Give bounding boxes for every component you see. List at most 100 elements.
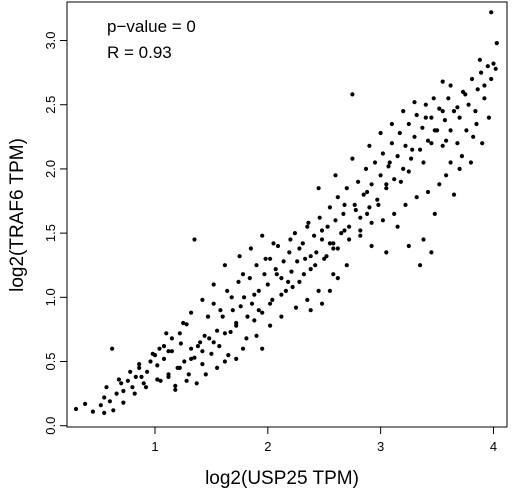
data-point (464, 128, 469, 133)
data-point (236, 279, 241, 284)
data-point (316, 186, 321, 191)
data-point (401, 109, 406, 114)
y-tick-label: 0.0 (43, 417, 58, 435)
data-point (308, 254, 313, 259)
data-point (234, 356, 239, 361)
data-point (475, 87, 480, 92)
x-axis: 1 2 3 4 (151, 426, 497, 454)
y-axis: 0.0 0.5 1.0 1.5 2.0 2.5 3.0 (43, 31, 68, 435)
data-point (308, 308, 313, 313)
data-point (217, 344, 222, 349)
data-point (431, 96, 436, 101)
data-point (98, 403, 103, 408)
data-point (444, 173, 449, 178)
data-point (265, 282, 270, 287)
data-point (301, 272, 306, 277)
data-point (392, 177, 397, 182)
data-point (137, 362, 142, 367)
data-point (369, 182, 374, 187)
data-point (110, 346, 115, 351)
data-point (245, 314, 250, 319)
data-point (342, 228, 347, 233)
data-point (406, 243, 411, 249)
data-point (457, 166, 462, 171)
data-point (369, 243, 374, 249)
data-point (327, 205, 332, 210)
data-point (155, 377, 160, 382)
data-point (286, 279, 291, 284)
data-point (455, 141, 460, 146)
data-point (344, 263, 349, 268)
data-point (283, 288, 288, 293)
data-point (228, 329, 233, 335)
data-point (485, 64, 490, 69)
data-point (158, 378, 163, 383)
data-point (440, 143, 445, 148)
data-point (469, 76, 475, 82)
data-point (161, 356, 167, 361)
data-point (177, 365, 182, 370)
data-point (279, 314, 284, 319)
data-point (473, 109, 478, 114)
data-point (189, 310, 194, 315)
data-point (111, 408, 116, 413)
data-point (198, 340, 203, 345)
data-point (352, 202, 357, 207)
data-point (73, 406, 79, 412)
data-point (410, 147, 415, 152)
data-point (392, 211, 397, 216)
x-axis-title: log2(USP25 TPM) (205, 468, 359, 489)
data-point (125, 378, 130, 383)
data-point (225, 288, 230, 293)
x-tick-label: 3 (377, 439, 384, 454)
p-value-annotation: p−value = 0 (107, 17, 196, 36)
data-point (300, 241, 305, 246)
data-point (486, 115, 491, 120)
data-point (440, 79, 445, 84)
data-point (482, 96, 487, 101)
data-point (455, 105, 460, 110)
data-point (275, 243, 281, 249)
data-point (477, 57, 482, 62)
data-point (293, 305, 299, 310)
data-point (361, 192, 366, 197)
data-point (303, 256, 308, 261)
data-point (169, 336, 174, 341)
data-point (189, 346, 194, 351)
data-point (215, 328, 220, 333)
y-axis-title: log2(TRAF6 TPM) (7, 138, 28, 292)
data-point (395, 224, 400, 229)
data-point (358, 215, 363, 220)
data-point (107, 399, 112, 404)
data-point (252, 318, 257, 323)
data-point (254, 263, 259, 268)
data-point (347, 224, 352, 229)
data-point (420, 125, 425, 130)
data-point (211, 340, 216, 345)
data-point (425, 138, 431, 143)
data-point (406, 169, 411, 174)
data-point (372, 160, 378, 165)
data-point (240, 346, 246, 351)
data-point (384, 186, 389, 191)
data-point (173, 387, 178, 392)
data-point (437, 106, 442, 111)
data-point (384, 250, 389, 255)
data-point (279, 276, 284, 281)
data-point (468, 160, 473, 165)
data-point (466, 102, 471, 107)
data-point (350, 156, 355, 161)
data-point (489, 10, 494, 15)
data-point (166, 349, 171, 354)
data-point (295, 259, 300, 264)
data-point (432, 211, 437, 216)
data-point (319, 228, 325, 233)
data-point (252, 292, 257, 297)
data-point (281, 259, 286, 264)
data-point (220, 314, 225, 319)
data-point (380, 218, 385, 223)
data-point (256, 288, 261, 293)
data-point (139, 374, 144, 379)
data-point (367, 143, 372, 148)
